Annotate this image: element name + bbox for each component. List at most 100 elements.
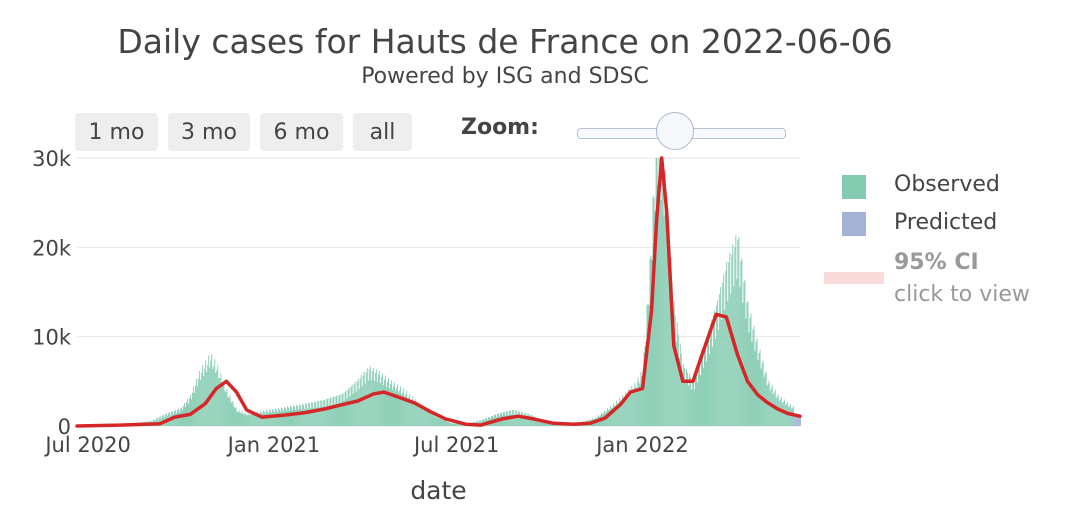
observed-bar [313, 407, 315, 426]
observed-bar [238, 409, 240, 426]
observed-bar [136, 423, 138, 426]
range-button-6mo[interactable]: 6 mo [260, 113, 343, 151]
observed-bar [421, 404, 423, 426]
observed-bar [425, 410, 427, 426]
observed-bar [197, 386, 199, 426]
observed-bar [435, 417, 437, 426]
observed-bar [378, 370, 380, 426]
observed-bar [276, 411, 278, 426]
observed-bar [293, 405, 295, 426]
observed-bar [491, 415, 492, 426]
observed-bar [541, 421, 543, 426]
observed-bar [531, 415, 533, 426]
observed-bar [633, 391, 635, 426]
observed-bar [705, 340, 706, 426]
observed-bar [215, 372, 217, 426]
observed-bar [380, 376, 382, 426]
observed-bar [291, 407, 292, 426]
observed-bar [302, 403, 304, 426]
observed-bar [665, 201, 667, 426]
y-tick-label: 30k [32, 147, 72, 171]
observed-bar [393, 386, 394, 426]
observed-bar [396, 388, 397, 426]
observed-bar [163, 417, 165, 426]
observed-bar [114, 423, 116, 426]
legend-label-observed: Observed [894, 172, 1000, 197]
observed-bar [488, 417, 490, 426]
observed-bar [754, 350, 756, 426]
x-tick-label: Jul 2021 [412, 433, 499, 457]
observed-bar [220, 373, 222, 426]
range-button-3mo[interactable]: 3 mo [168, 113, 250, 151]
y-tick-label: 0 [58, 415, 71, 439]
observed-bar [662, 170, 664, 426]
observed-bar [257, 412, 259, 426]
observed-bar [664, 169, 666, 426]
observed-bar [462, 424, 464, 426]
observed-bar [243, 414, 245, 426]
observed-bar [167, 413, 169, 426]
observed-bar [244, 412, 246, 426]
observed-bar [501, 413, 503, 426]
bars [77, 158, 801, 426]
observed-bar [594, 418, 595, 426]
observed-bar [192, 392, 194, 426]
observed-bar [294, 406, 296, 426]
range-button-all[interactable]: all [353, 113, 412, 151]
observed-bar [155, 418, 157, 426]
observed-bar [517, 415, 519, 426]
observed-bar [286, 410, 287, 426]
observed-bar [172, 414, 174, 426]
observed-bar [476, 421, 478, 426]
observed-bar [271, 408, 273, 426]
observed-bar [508, 414, 510, 426]
observed-bar [661, 158, 663, 426]
observed-bar [111, 424, 113, 426]
observed-bar [720, 287, 722, 426]
observed-bar [340, 402, 342, 426]
observed-bar [580, 422, 582, 426]
observed-bar [210, 360, 212, 426]
observed-bar [173, 410, 175, 426]
observed-bar [454, 423, 456, 426]
observed-bar [292, 410, 293, 426]
observed-bar [632, 390, 634, 426]
observed-bar [534, 416, 536, 426]
observed-bar [480, 421, 482, 426]
observed-bar [253, 411, 255, 426]
observed-bar [655, 158, 657, 426]
observed-bar [506, 411, 508, 426]
observed-bar [158, 417, 160, 426]
observed-bar [436, 415, 438, 426]
observed-bar [498, 413, 499, 426]
observed-bar [548, 421, 550, 426]
observed-bar [493, 417, 494, 426]
observed-bar [205, 360, 207, 426]
observed-bar [528, 413, 530, 426]
observed-bar [225, 391, 227, 426]
observed-bar [680, 353, 682, 426]
observed-bar [229, 395, 231, 426]
observed-bar [97, 424, 99, 426]
observed-bar [329, 398, 331, 426]
observed-bar [328, 405, 330, 426]
observed-bar [77, 424, 78, 426]
observed-bar [461, 423, 463, 426]
observed-bar [308, 402, 310, 426]
observed-bar [722, 282, 724, 426]
observed-bar [387, 381, 388, 426]
observed-bar [672, 319, 674, 426]
legend-ci-hint[interactable]: click to view [894, 282, 1030, 307]
observed-bar [317, 400, 319, 426]
observed-bar [137, 422, 139, 426]
observed-bar [419, 406, 421, 426]
observed-bar [608, 410, 610, 426]
observed-bar [540, 419, 542, 426]
observed-bar [675, 341, 677, 426]
observed-bar [609, 409, 611, 426]
observed-bar [133, 423, 135, 426]
zoom-slider-handle[interactable] [656, 112, 694, 150]
observed-bar [252, 414, 254, 426]
range-button-1mo[interactable]: 1 mo [75, 113, 158, 151]
observed-bar [756, 338, 758, 426]
